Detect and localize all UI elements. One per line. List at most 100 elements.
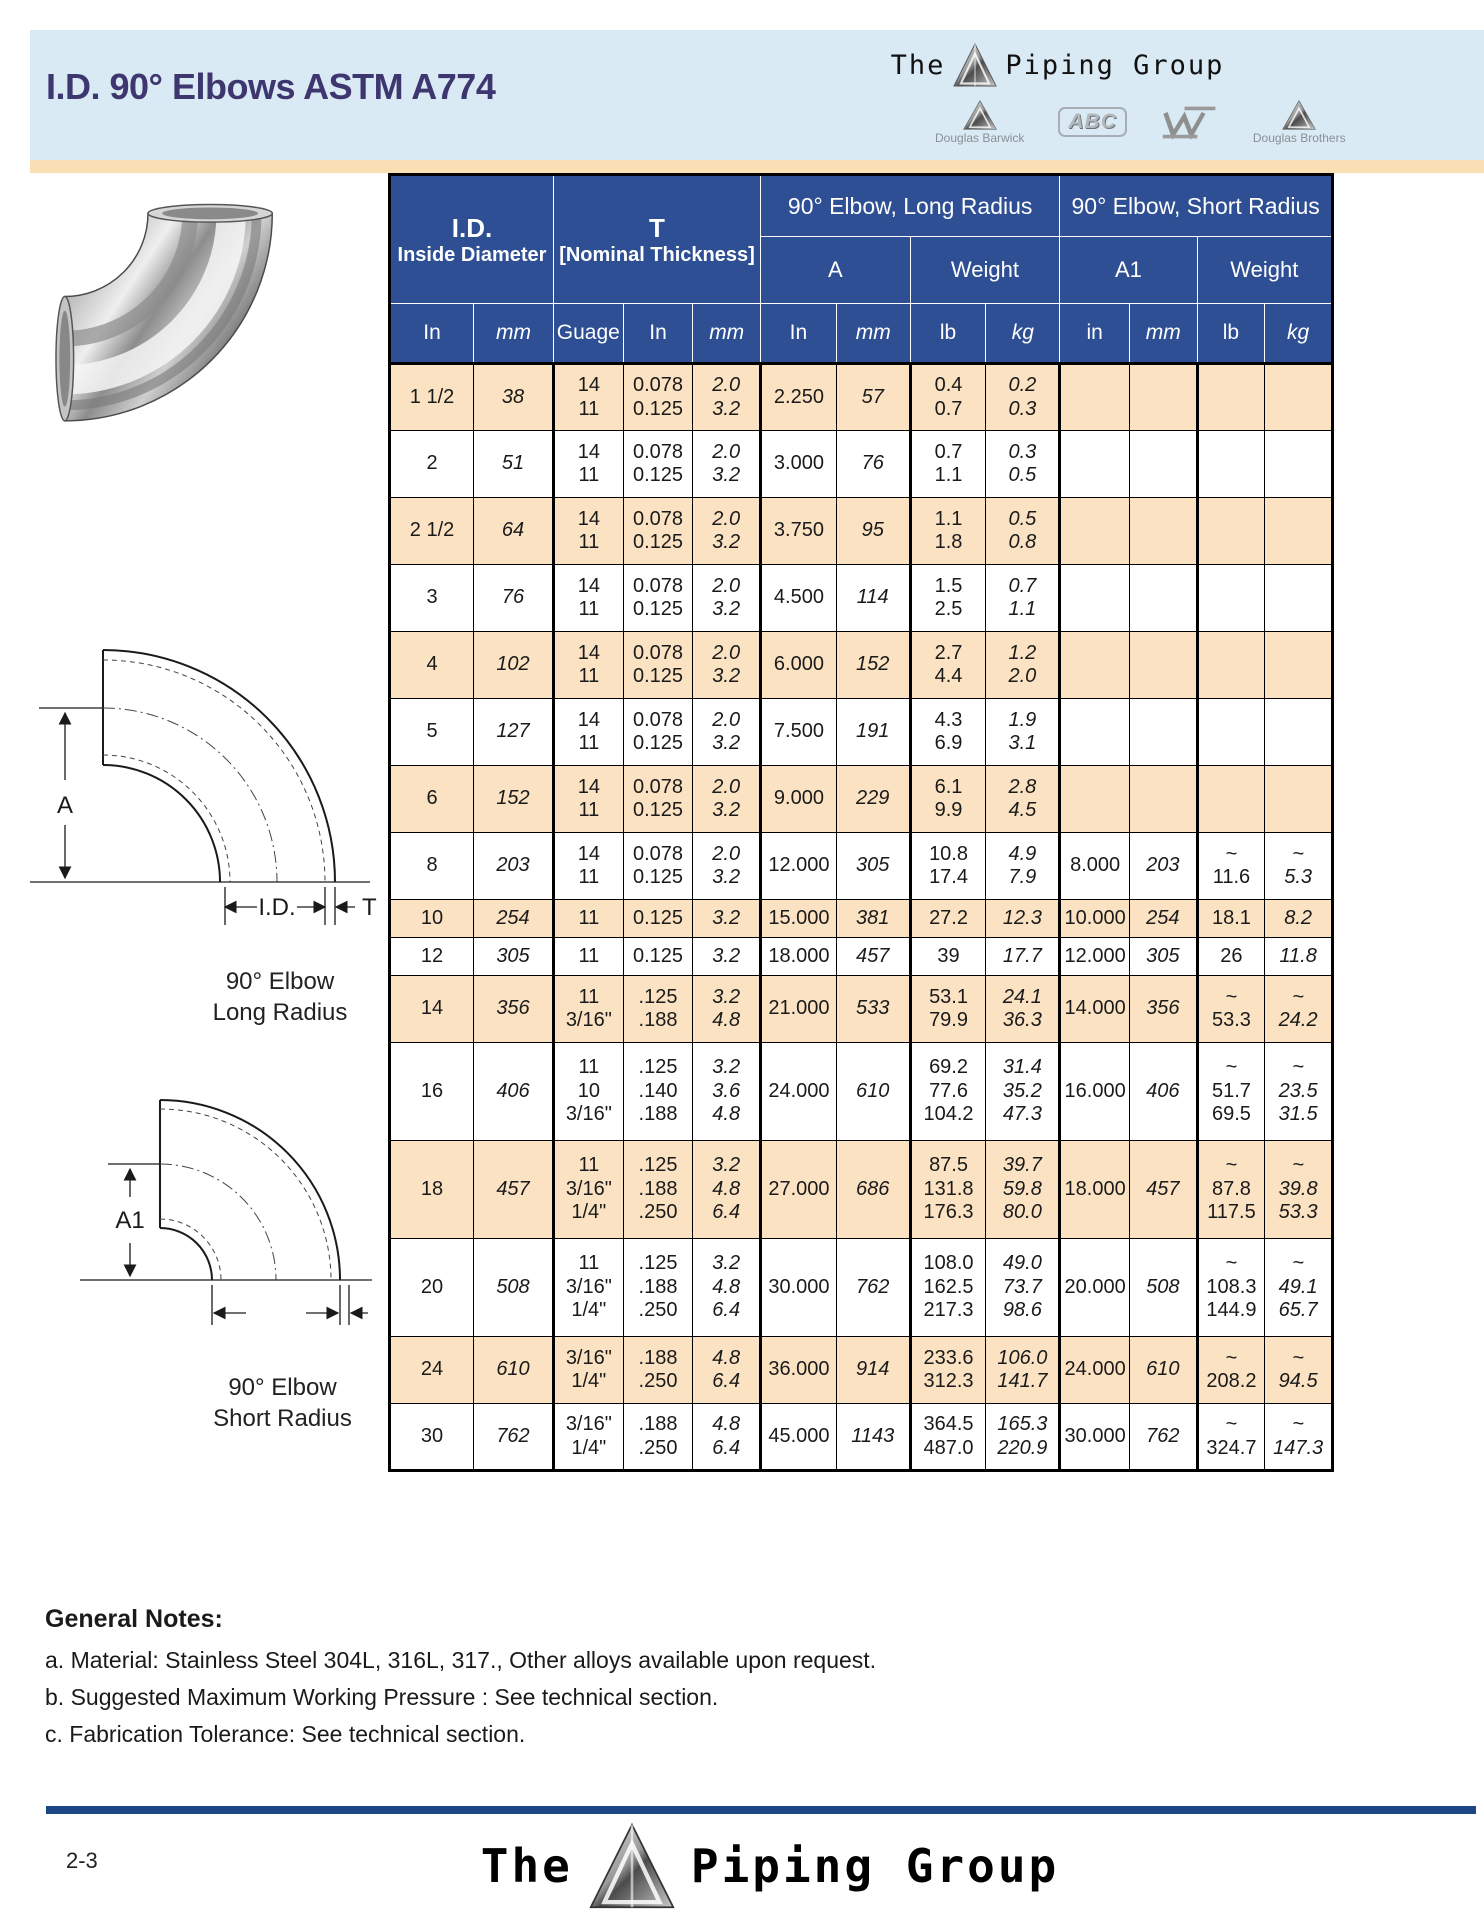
table-cell: 914 [835,1336,912,1404]
table-cell: 2.7 4.4 [909,631,987,699]
table-cell: 0.125 [622,899,694,938]
brand-prefix: The [890,49,946,81]
page-number: 2-3 [66,1848,98,1873]
table-cell: 305 [1128,937,1199,976]
long-radius-diagram: A I.D. T [30,649,377,925]
table-cell: 1.9 3.1 [985,698,1062,766]
table-cell: 305 [473,937,555,976]
table-cell: 51 [473,430,555,498]
table-row: 14 356 11 3/16" .125 .188 3.2 4.8 21.000 533 53… [388,975,1333,1043]
table-cell: 406 [1128,1042,1199,1141]
table-cell: 11 3/16" 1/4" [552,1140,624,1239]
w-logo-icon [1162,106,1216,140]
table-cell: 2 1/2 [388,497,475,565]
table-cell: 3/16" 1/4" [552,1403,624,1471]
brand-triangle-icon [953,42,998,87]
table-cell: 457 [473,1140,555,1239]
table-cell [1128,765,1199,833]
table-cell: 4.3 6.9 [909,698,987,766]
table-cell: 203 [473,832,555,900]
unit-header: kg [1264,303,1333,365]
table-cell [1196,430,1266,498]
sub-brand-abc: ABC [1058,107,1127,137]
table-cell: 4.8 6.4 [692,1403,763,1471]
unit-header: kg [985,303,1061,365]
table-cell: 1 1/2 [388,363,475,431]
sub-brand-douglas-brothers: Douglas Brothers [1252,99,1346,145]
table-cell: 38 [473,363,555,431]
table-cell: 2.0 3.2 [692,497,763,565]
table-cell: 12.3 [985,899,1062,938]
table-cell [1059,363,1130,431]
table-cell: 64 [473,497,555,565]
table-cell: 106.0 141.7 [985,1336,1062,1404]
table-cell: 95 [835,497,912,565]
table-cell: 27.000 [760,1140,837,1239]
douglas-brothers-label: Douglas Brothers [1252,130,1346,145]
table-cell: 102 [473,631,555,699]
table-cell: 0.078 0.125 [622,765,694,833]
table-row: 4 102 14 11 0.078 0.125 2.0 3.2 6.000 152 2.7 4… [388,631,1333,699]
table-cell: 8 [388,832,475,900]
note-item: a. Material: Stainless Steel 304L, 316L,… [45,1647,877,1673]
table-cell: 1143 [835,1403,912,1471]
table-cell: 21.000 [760,975,837,1043]
table-cell: 14 [388,975,475,1043]
table-cell: 10 [388,899,475,938]
table-cell [1128,631,1199,699]
table-cell: 2.8 4.5 [985,765,1062,833]
table-cell: ~ 49.1 65.7 [1264,1238,1333,1337]
douglas-brothers-triangle-icon [1282,99,1317,130]
table-cell: 2.0 3.2 [692,430,763,498]
table-cell [1128,698,1199,766]
table-cell: 24.1 36.3 [985,975,1062,1043]
table-cell: 610 [473,1336,555,1404]
table-cell: 3.2 [692,937,763,976]
dim-label-a: A [57,792,73,819]
table-cell: 2.0 3.2 [692,631,763,699]
table-cell: 14 11 [552,363,624,431]
spec-table: I.D. Inside Diameter T [Nominal Thicknes… [388,173,1334,1472]
table-cell: 203 [1128,832,1199,900]
table-cell: 14 11 [552,497,624,565]
table-cell [1196,564,1266,632]
table-cell: .125 .188 [622,975,694,1043]
table-cell: ~ 23.5 31.5 [1264,1042,1333,1141]
table-cell: 6.000 [760,631,837,699]
table-cell: 108.0 162.5 217.3 [909,1238,987,1337]
table-cell: 0.4 0.7 [909,363,987,431]
table-cell [1128,363,1199,431]
table-cell: 16.000 [1059,1042,1130,1141]
dim-label-id: I.D. [258,894,295,921]
table-cell: 11 [552,937,624,976]
table-cell [1196,363,1266,431]
table-cell [1128,430,1199,498]
table-cell: 762 [473,1403,555,1471]
sub-brand-w-mark [1161,103,1219,141]
table-cell: 49.0 73.7 98.6 [985,1238,1062,1337]
table-cell: 87.5 131.8 176.3 [909,1140,987,1239]
unit-header: mm [835,303,911,365]
note-item: c. Fabrication Tolerance: See technical … [45,1721,526,1747]
table-cell [1264,631,1333,699]
table-cell: 14 11 [552,631,624,699]
table-cell: 11 3/16" 1/4" [552,1238,624,1337]
table-cell: 2.250 [760,363,837,431]
table-cell [1059,564,1130,632]
unit-header: mm [692,303,762,365]
table-cell: 610 [1128,1336,1199,1404]
unit-header: mm [473,303,554,365]
header-group-long-radius: 90° Elbow, Long Radius [760,174,1061,237]
table-cell: 12.000 [760,832,837,900]
footer-divider [46,1806,1476,1814]
table-cell [1196,698,1266,766]
table-cell [1264,564,1333,632]
table-cell [1059,631,1130,699]
table-cell: 16 [388,1042,475,1141]
table-cell: 18.000 [760,937,837,976]
table-cell: 8.000 [1059,832,1130,900]
short-radius-caption: 90° Elbow Short Radius [213,1374,352,1432]
short-radius-diagram: A1 [80,1099,372,1325]
table-cell [1264,698,1333,766]
